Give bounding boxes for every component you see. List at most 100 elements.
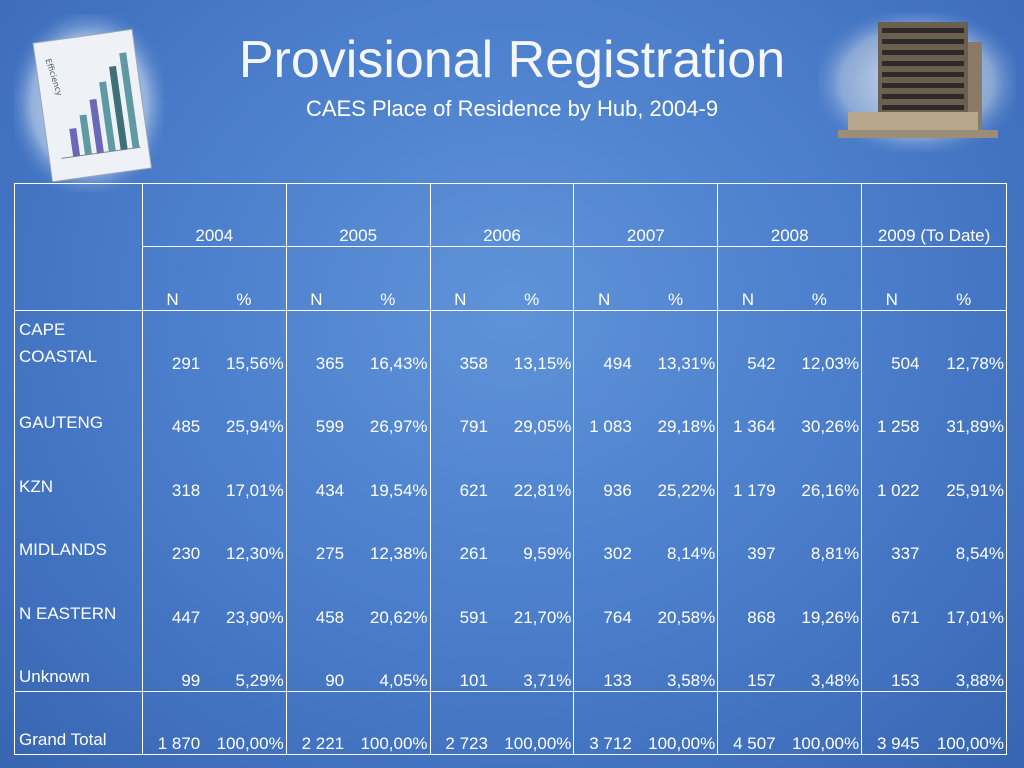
year-header: 2008 <box>717 182 863 248</box>
percent-cell: 22,81% <box>489 437 575 501</box>
percent-cell: 25,94% <box>202 373 287 438</box>
n-header: N <box>166 289 179 309</box>
percent-cell: 3,88% <box>921 627 1008 691</box>
n-header: N <box>741 289 755 309</box>
count-cell: 458 <box>315 607 345 627</box>
count-cell: 157 <box>747 670 776 690</box>
hub-name: Unknown <box>14 627 143 691</box>
count-cell: 447 <box>171 607 201 627</box>
count-cell: 358 <box>430 309 490 374</box>
percent-cell: 3,71% <box>489 627 575 691</box>
registration-table: 2004 2005 2006 2007 2008 2009 (To Date) … <box>14 182 1008 755</box>
count-cell: 275 <box>315 544 345 564</box>
percent-cell: 17,01% <box>202 437 287 501</box>
count-cell: 318 <box>171 480 201 500</box>
percent-cell: 31,89% <box>921 373 1008 438</box>
count-cell: 1 364 <box>733 417 776 437</box>
n-header: N <box>597 289 611 309</box>
count-cell: 291 <box>142 309 203 374</box>
count-cell: 99 <box>181 670 201 690</box>
hub-name: CAPE COASTAL <box>14 309 143 374</box>
year-header: 2007 <box>573 182 719 248</box>
table-row: CAPE COASTAL 291 15,56% 365 16,43% 358 13,15% 4… <box>14 309 1008 374</box>
table-row: KZN 318 17,01% 434 19,54% 621 22,81% 936 25,22% 1… <box>14 437 1008 501</box>
slide-title: Provisional Registration <box>238 31 786 89</box>
count-cell: 671 <box>891 607 920 627</box>
table-row: GAUTENG 485 25,94% 599 26,97% 791 29,05% 1 083 2… <box>14 373 1008 438</box>
count-cell: 90 <box>325 670 345 690</box>
table-row: Unknown 99 5,29% 90 4,05% 101 3,71% 133 3,58% 157… <box>14 627 1008 691</box>
count-cell: 434 <box>315 480 345 500</box>
count-cell: 1 083 <box>589 417 632 437</box>
count-cell: 3 712 <box>573 690 634 755</box>
count-cell: 261 <box>459 544 488 564</box>
percent-cell: 13,15% <box>489 309 575 374</box>
pct-header: % <box>633 246 719 311</box>
slide-subtitle: CAES Place of Residence by Hub, 2004-9 <box>305 96 719 121</box>
percent-cell: 17,01% <box>921 564 1008 628</box>
percent-cell: 12,30% <box>202 500 287 565</box>
percent-cell: 12,38% <box>346 500 431 565</box>
count-cell: 621 <box>459 480 488 500</box>
count-cell: 3 945 <box>861 690 922 755</box>
count-cell: 2 723 <box>430 690 490 755</box>
percent-cell: 100,00% <box>777 690 863 755</box>
percent-cell: 21,70% <box>489 564 575 628</box>
percent-cell: 20,62% <box>346 564 431 628</box>
year-header: 2004 <box>142 182 287 248</box>
hub-name: MIDLANDS <box>14 500 143 565</box>
count-cell: 1 870 <box>142 690 203 755</box>
percent-cell: 19,54% <box>346 437 431 501</box>
hub-name: Grand Total <box>14 690 143 755</box>
percent-cell: 100,00% <box>489 690 575 755</box>
office-building-image <box>818 12 1016 152</box>
count-cell: 599 <box>315 417 345 437</box>
percent-cell: 8,81% <box>777 500 863 565</box>
count-cell: 1 022 <box>876 480 920 500</box>
percent-cell: 100,00% <box>346 690 431 755</box>
count-cell: 494 <box>573 309 634 374</box>
count-cell: 302 <box>603 544 632 564</box>
count-cell: 397 <box>747 544 776 564</box>
percent-cell: 19,26% <box>777 564 863 628</box>
count-cell: 791 <box>459 417 488 437</box>
percent-cell: 29,05% <box>489 373 575 438</box>
hub-name: KZN <box>14 437 143 501</box>
percent-cell: 29,18% <box>633 373 719 438</box>
n-header: N <box>454 289 467 309</box>
percent-cell: 23,90% <box>202 564 287 628</box>
percent-cell: 26,16% <box>777 437 863 501</box>
count-cell: 2 221 <box>286 690 347 755</box>
count-cell: 504 <box>861 309 922 374</box>
count-cell: 230 <box>171 544 201 564</box>
table-row: N EASTERN 447 23,90% 458 20,62% 591 21,70% 764 2… <box>14 564 1008 628</box>
total-row: Grand Total 1 870 100,00% 2 221 100,00% 2 723… <box>14 690 1008 755</box>
percent-cell: 15,56% <box>202 309 287 374</box>
corner-cell <box>14 183 143 311</box>
pct-header: % <box>921 246 1008 311</box>
percent-cell: 100,00% <box>921 690 1008 755</box>
count-cell: 868 <box>747 607 776 627</box>
count-cell: 337 <box>891 544 920 564</box>
count-cell: 764 <box>603 607 632 627</box>
count-cell: 485 <box>171 417 201 437</box>
percent-cell: 16,43% <box>346 309 431 374</box>
count-cell: 1 179 <box>733 480 776 500</box>
percent-cell: 9,59% <box>489 500 575 565</box>
year-header: 2005 <box>286 182 431 248</box>
percent-cell: 12,78% <box>921 309 1008 374</box>
percent-cell: 12,03% <box>777 309 863 374</box>
n-header: N <box>885 289 898 309</box>
pct-header: % <box>346 246 431 311</box>
percent-cell: 8,54% <box>921 500 1008 565</box>
year-header: 2009 (To Date) <box>861 182 1007 248</box>
pct-header: % <box>777 246 863 311</box>
year-header: 2006 <box>430 182 575 248</box>
percent-cell: 4,05% <box>346 627 431 691</box>
pct-header: % <box>489 246 575 311</box>
hub-name: GAUTENG <box>14 373 143 438</box>
percent-cell: 25,22% <box>633 437 719 501</box>
percent-cell: 100,00% <box>202 690 287 755</box>
pct-header: % <box>202 246 287 311</box>
count-cell: 542 <box>717 309 778 374</box>
